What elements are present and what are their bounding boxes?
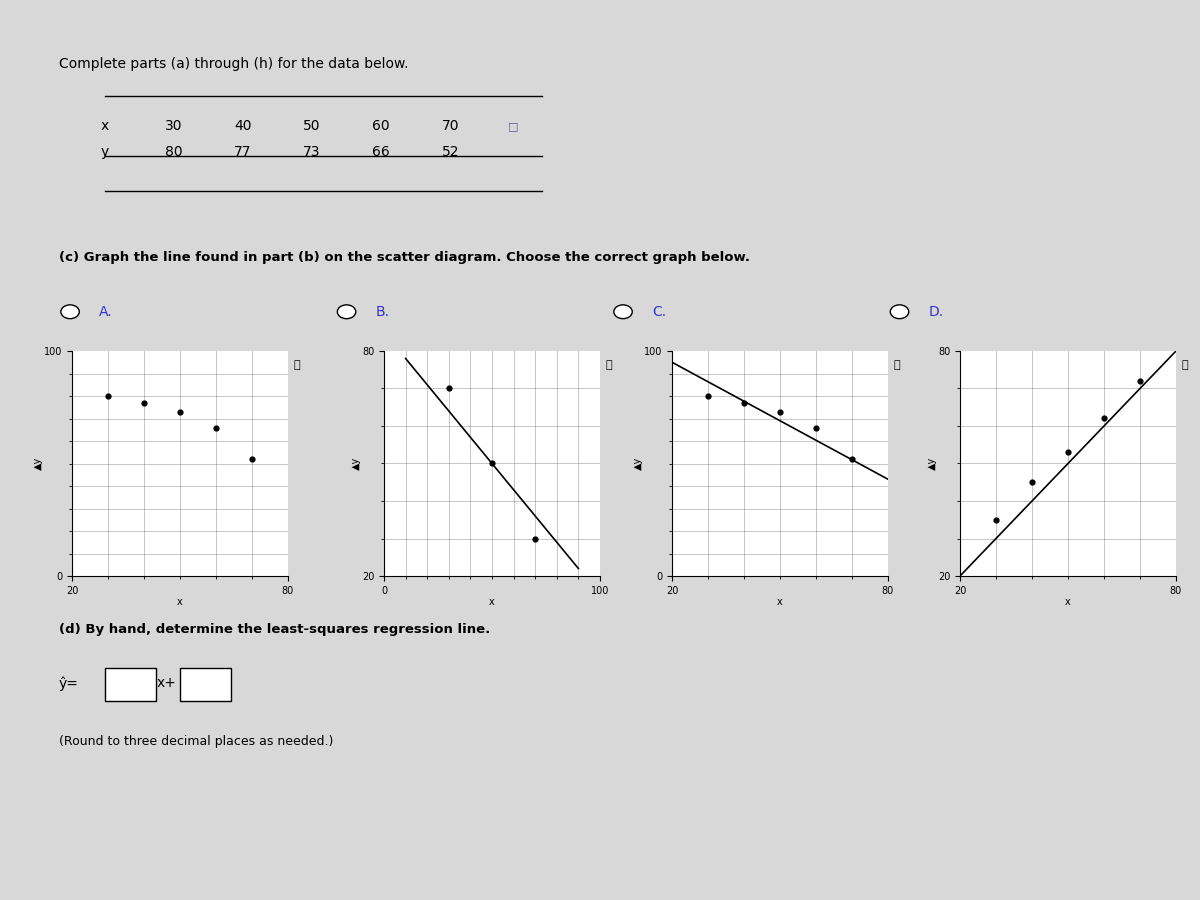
Text: Complete parts (a) through (h) for the data below.: Complete parts (a) through (h) for the d… (59, 57, 408, 71)
Text: 73: 73 (304, 145, 320, 159)
Text: 🔍: 🔍 (294, 360, 301, 370)
Point (526, 531, 545, 545)
Point (806, 420, 826, 435)
Point (242, 452, 262, 466)
Point (98, 389, 118, 403)
Y-axis label: ▲y: ▲y (350, 457, 360, 470)
Text: (Round to three decimal places as needed.): (Round to three decimal places as needed… (59, 735, 332, 748)
Text: □: □ (508, 121, 518, 131)
Y-axis label: ▲y: ▲y (926, 457, 936, 470)
Text: 66: 66 (372, 145, 390, 159)
Text: 80: 80 (164, 145, 182, 159)
X-axis label: x: x (178, 597, 182, 608)
X-axis label: x: x (778, 597, 782, 608)
Text: 🔍: 🔍 (894, 360, 901, 370)
Point (698, 389, 718, 403)
Text: x: x (101, 119, 109, 133)
Point (1130, 374, 1150, 388)
X-axis label: x: x (1066, 597, 1070, 608)
FancyBboxPatch shape (180, 668, 232, 700)
Point (1094, 411, 1114, 426)
Text: B.: B. (376, 305, 389, 319)
Y-axis label: ▲y: ▲y (632, 457, 642, 470)
Text: 60: 60 (372, 119, 390, 133)
Y-axis label: ▲y: ▲y (32, 457, 42, 470)
Point (206, 420, 226, 435)
Point (439, 382, 458, 396)
Point (134, 395, 154, 410)
Text: y: y (101, 145, 109, 159)
Point (170, 404, 190, 419)
Point (1058, 445, 1078, 459)
Text: 40: 40 (234, 119, 252, 133)
Point (842, 452, 862, 466)
Text: (c) Graph the line found in part (b) on the scatter diagram. Choose the correct : (c) Graph the line found in part (b) on … (59, 251, 750, 265)
X-axis label: x: x (490, 597, 494, 608)
Text: 70: 70 (442, 119, 458, 133)
Text: D.: D. (929, 305, 943, 319)
Text: x+: x+ (156, 676, 176, 690)
Text: 52: 52 (442, 145, 458, 159)
Point (734, 395, 754, 410)
Circle shape (890, 305, 908, 319)
Text: 🔍: 🔍 (1182, 360, 1189, 370)
Point (482, 456, 502, 471)
Text: A.: A. (98, 305, 113, 319)
Point (986, 512, 1006, 526)
Text: 30: 30 (166, 119, 182, 133)
Text: C.: C. (652, 305, 666, 319)
Point (770, 404, 790, 419)
Circle shape (614, 305, 632, 319)
Text: 🔍: 🔍 (606, 360, 613, 370)
Text: 50: 50 (304, 119, 320, 133)
Circle shape (61, 305, 79, 319)
Circle shape (337, 305, 355, 319)
FancyBboxPatch shape (104, 668, 156, 700)
Text: 77: 77 (234, 145, 252, 159)
Text: ŷ=: ŷ= (59, 676, 78, 690)
Text: (d) By hand, determine the least-squares regression line.: (d) By hand, determine the least-squares… (59, 623, 490, 635)
Point (1022, 475, 1042, 490)
